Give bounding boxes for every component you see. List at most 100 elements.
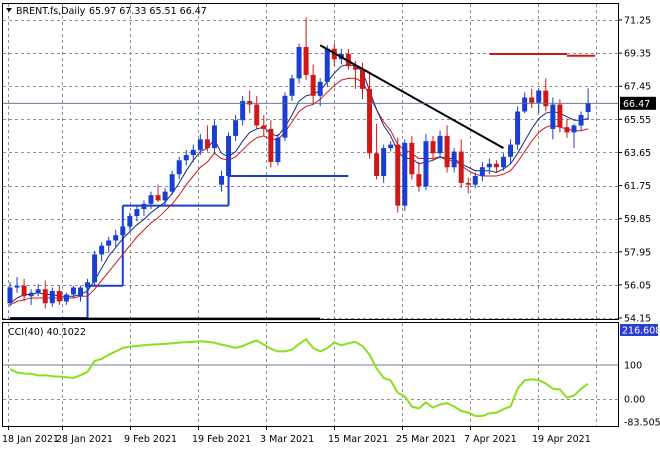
price-tick-label: 67.45: [624, 82, 651, 93]
slow-moving-average: [9, 77, 589, 306]
candle-body: [557, 104, 563, 128]
candle-body: [56, 290, 62, 302]
cci-axis: 216.608 100 0.00 -83.5053: [620, 324, 660, 429]
candle-body: [148, 195, 154, 204]
candle-body: [423, 141, 429, 187]
candle-body: [317, 81, 323, 96]
candle-body: [99, 245, 105, 255]
candle-body: [289, 78, 295, 96]
time-tick-label: 9 Feb 2021: [124, 434, 177, 445]
time-tick-label: 18 Jan 2021: [2, 434, 59, 445]
candle-body: [92, 254, 98, 283]
cci-line: [9, 337, 589, 417]
current-price-tag-bg: [620, 96, 656, 110]
candle-body: [14, 285, 20, 288]
price-tick-label: 65.55: [624, 115, 651, 126]
candle-body: [402, 142, 408, 206]
fast-moving-average: [9, 63, 589, 304]
cci-max-tag-bg: [620, 324, 658, 336]
price-tick-label: 63.65: [624, 148, 651, 159]
cci-tick-label: 0.00: [624, 395, 645, 406]
candle-body: [430, 141, 436, 154]
indicator-panel-frame: [2, 322, 619, 427]
candle-body: [21, 285, 27, 297]
candle-body: [374, 153, 380, 176]
price-tick-label: 54.15: [624, 314, 651, 325]
candle-body: [70, 287, 76, 295]
candle-body: [268, 128, 274, 163]
candle-body: [106, 240, 112, 246]
time-tick-label: 19 Apr 2021: [532, 434, 591, 445]
candle-body: [578, 114, 584, 126]
candle-body: [78, 287, 83, 297]
candle-body: [352, 66, 358, 70]
time-tick-label: 25 Mar 2021: [396, 434, 456, 445]
candle-body: [113, 235, 119, 241]
candle-body: [176, 160, 182, 175]
candle-body: [49, 290, 55, 304]
candle-body: [444, 135, 450, 168]
candle-body: [388, 144, 394, 149]
candle-body: [190, 149, 196, 156]
candle-body: [127, 216, 133, 227]
candle-body: [585, 103, 591, 113]
price-axis: 71.25 69.35 67.45 65.55 63.65 61.75 59.85 57.95…: [618, 16, 651, 325]
time-tick-label: 19 Feb 2021: [192, 434, 251, 445]
candle-body: [451, 151, 457, 168]
support-level: [10, 174, 349, 321]
candle-body: [254, 104, 260, 126]
candle-body: [550, 104, 556, 129]
candle-body: [310, 74, 316, 96]
candle-body: [472, 175, 478, 185]
candle-body: [416, 174, 422, 187]
candle-body: [197, 139, 203, 150]
candle-body: [183, 155, 189, 161]
candle-body: [529, 97, 535, 103]
candle-body: [508, 144, 514, 157]
candle-body: [282, 95, 288, 138]
candle-body: [522, 97, 528, 112]
candle-body: [543, 90, 549, 107]
candle-body: [395, 144, 401, 206]
candle-body: [7, 287, 13, 304]
candle-body: [162, 191, 168, 201]
candle-body: [367, 88, 373, 154]
cci-tick-label: -83.5053: [624, 418, 660, 429]
candle-body: [275, 137, 281, 163]
candle-body: [571, 125, 577, 133]
candle-body: [409, 142, 415, 175]
candle-body: [204, 139, 210, 149]
time-tick-label: 15 Mar 2021: [328, 434, 388, 445]
candle-body: [296, 47, 302, 79]
candle-body: [155, 195, 161, 201]
candle-body: [437, 135, 443, 154]
candle-body: [536, 90, 542, 103]
trendline-segment: [319, 44, 504, 149]
candlesticks: [7, 17, 591, 309]
current-price-label: 66.47: [623, 99, 650, 110]
candle-body: [240, 101, 246, 121]
indicator-label: CCI(40) 40.1022: [8, 327, 86, 338]
current-price-tag: 66.47: [620, 96, 656, 110]
collapse-triangle-icon[interactable]: [6, 8, 12, 12]
price-tick-label: 69.35: [624, 49, 651, 60]
candle-body: [564, 127, 570, 133]
candle-body: [493, 163, 499, 168]
cci-series: [9, 337, 589, 417]
candle-body: [261, 125, 267, 129]
candle-body: [120, 226, 126, 236]
candle-body: [211, 125, 217, 149]
candle-body: [35, 289, 41, 293]
ohlc-label: 65.97 67.33 65.51 66.47: [89, 6, 207, 17]
trendline: [319, 44, 504, 149]
candle-body: [501, 156, 506, 168]
fast-ma-line: [9, 63, 589, 304]
candle-body: [324, 48, 330, 82]
price-tick-label: 71.25: [624, 16, 651, 27]
candle-body: [381, 148, 387, 176]
cci-tick-label: 100: [624, 361, 642, 372]
candle-body: [141, 203, 147, 210]
candle-body: [42, 289, 48, 304]
